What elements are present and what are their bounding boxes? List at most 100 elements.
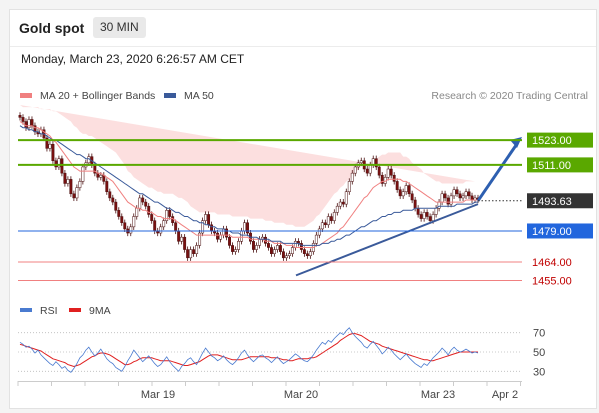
candle-body [63,172,67,184]
price-levels: 1523.00 1511.00 1493.63 1479.00 1464.00 1455.… [18,132,593,288]
candle-body [207,214,211,226]
candle-body [243,222,246,232]
support-label: 1455.00 [532,276,572,288]
candle-body [425,212,429,217]
candle-body [96,172,100,178]
candle-body [30,119,34,126]
candle-body [132,216,136,228]
candle-body [320,222,324,230]
candle-body [386,168,390,178]
candle-body [147,205,151,215]
candle-body [332,212,336,221]
candle-body [344,191,348,205]
candle-body [144,201,148,207]
candle-body [45,137,49,149]
legend-9ma-swatch [69,308,81,312]
candle-body [458,193,462,199]
candle-body [54,160,58,168]
candle-body [162,220,166,228]
candle-body [413,199,417,209]
candle-body [299,243,303,250]
candle-body [452,189,456,197]
candle-body [180,236,184,242]
candle-body [231,245,234,252]
candle-body [278,245,282,252]
candle-body [377,166,381,176]
rsi-tick-label: 50 [533,347,545,359]
pivot-label: 1479.00 [532,226,572,238]
legend-ma50-swatch [164,93,176,98]
candle-body [267,243,270,248]
candle-body [422,212,426,219]
candle-body [105,181,109,192]
candle-body [341,201,345,205]
candle-body [246,222,249,234]
candle-body [114,201,118,211]
candle-body [258,238,261,246]
candle-body [410,193,414,201]
support-label: 1464.00 [532,257,572,269]
candle-body [389,168,393,176]
candle-body [443,193,447,199]
candle-body [165,210,169,221]
candle-body [123,222,127,230]
rsi-ma-line [19,333,478,368]
trend-line [295,203,479,277]
resistance-label: 1511.00 [532,160,571,172]
candle-body [189,249,193,259]
projection-arrowhead [510,137,522,149]
candle-body [252,241,255,250]
candle-body [72,193,76,199]
time-axis-label: Mar 20 [284,389,318,401]
candle-body [120,216,124,223]
candle-body [374,158,378,168]
candle-body [99,174,103,178]
candle-body [407,185,411,195]
candle-body [177,230,181,242]
candle-body [225,228,228,238]
time-axis-label: Mar 19 [141,389,175,401]
candle-body [314,234,318,244]
time-axis-label: Mar 23 [421,389,455,401]
candle-body [60,158,64,174]
candle-body [380,174,384,184]
candle-body [198,232,202,246]
candle-body [69,179,73,195]
candle-body [440,193,444,203]
chart-header: Gold spot 30 MIN [10,10,596,47]
legend-9ma-label: 9MA [89,305,111,317]
candle-body [347,181,351,192]
candle-body [192,249,196,254]
candle-body [281,251,285,259]
candle-body [234,249,237,252]
candle-body [368,164,372,174]
ma20-line [19,121,478,248]
candle-body [284,255,288,259]
rsi-line [19,327,479,373]
candle-body [365,168,369,174]
candle-body [75,187,79,199]
timeframe-badge[interactable]: 30 MIN [93,17,146,38]
candle-body [237,241,240,250]
candle-body [287,253,291,257]
candle-body [272,249,276,254]
candle-body [216,232,220,240]
chart-datetime: Monday, March 23, 2020 6:26:57 AM CET [21,52,245,66]
legend-ma20-label: MA 20 + Bollinger Bands [40,90,155,102]
time-axis: Mar 19 Mar 20 Mar 23 Apr 2 [17,381,522,401]
candle-body [353,166,357,174]
candle-body [129,226,133,234]
candle-body [326,216,330,226]
candle-body [404,185,408,192]
candle-body [323,222,327,226]
candle-body [159,226,163,234]
resistance-tag [527,157,593,173]
candle-body [395,181,399,190]
candle-body [219,234,223,240]
rsi-tick-label: 70 [533,328,545,340]
candle-body [78,181,82,188]
candle-body [255,245,258,250]
candle-body [275,245,279,250]
candle-body [201,220,205,234]
